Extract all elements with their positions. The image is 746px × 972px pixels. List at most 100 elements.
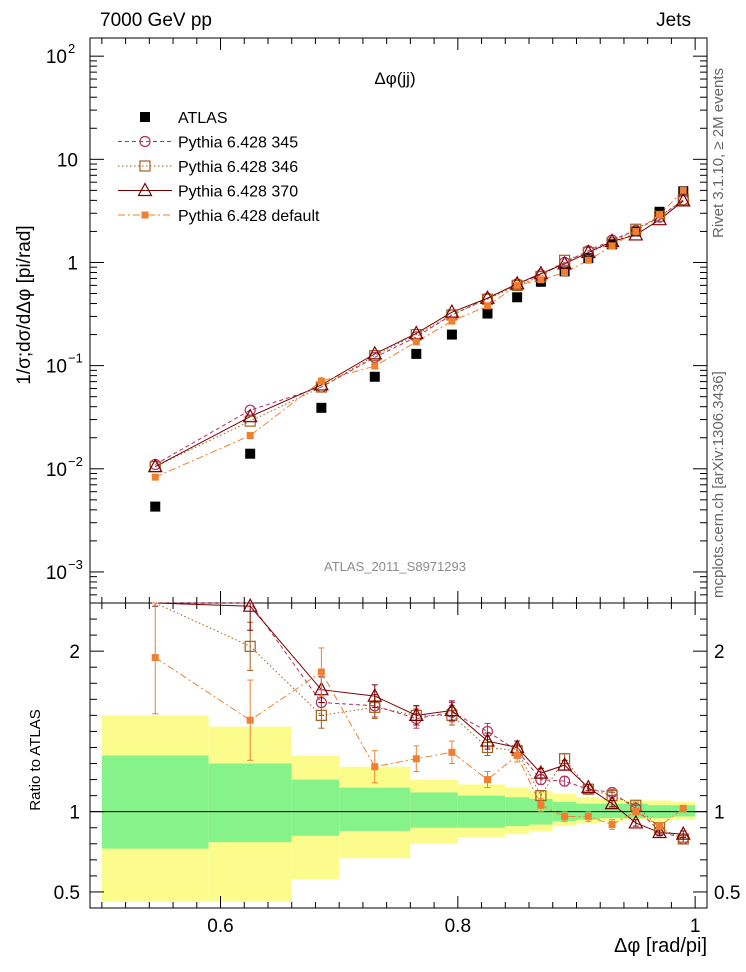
legend-marker-p370	[137, 182, 153, 197]
x-axis-label: Δφ [rad/pi]	[614, 935, 707, 957]
main-point-pdefault	[608, 242, 616, 250]
y-tick-label: 10	[57, 150, 78, 171]
main-point-p345	[244, 404, 256, 416]
ratio-y-tick-label-right: 0.5	[714, 883, 740, 904]
ratio-point-pdefault	[317, 668, 325, 676]
main-point-atlas	[512, 292, 523, 303]
main-point-p370	[652, 211, 668, 226]
main-series-lines	[155, 190, 684, 478]
ratio-point-p370	[444, 702, 460, 717]
ratio-point-p346	[244, 640, 256, 652]
ratio-point-p370	[675, 825, 691, 840]
main-point-atlas	[369, 371, 380, 382]
ratio-point-pdefault	[632, 808, 640, 816]
main-point-atlas	[245, 448, 256, 459]
ratio-point-pdefault	[412, 755, 420, 763]
main-point-pdefault	[561, 268, 569, 276]
ratio-point-p370	[367, 687, 383, 702]
ratio-point-p370	[580, 779, 596, 794]
ratio-y-tick-label-right: 2	[714, 642, 725, 663]
y-tick-exponent: 2	[68, 41, 75, 56]
ratio-point-p370	[628, 814, 644, 829]
y-tick-exponent: −3	[68, 557, 83, 572]
main-point-pdefault	[371, 362, 379, 370]
ratio-y-tick-label: 0.5	[54, 883, 80, 904]
main-point-p370	[367, 345, 383, 360]
main-point-pdefault	[656, 211, 664, 219]
ratio-point-p370	[479, 732, 495, 747]
green-band-bin	[208, 763, 292, 843]
green-band-bin	[410, 792, 458, 828]
ratio-point-pdefault	[151, 654, 159, 662]
ratio-point-p370	[408, 707, 424, 721]
ratio-point-p346	[315, 709, 327, 721]
mcplots-label: mcplots.cern.ch [arXiv:1306.3436]	[710, 371, 727, 598]
ratio-point-pdefault	[561, 813, 569, 820]
main-point-p370	[557, 255, 573, 270]
main-point-atlas	[446, 329, 457, 340]
main-point-pdefault	[412, 338, 420, 346]
main-line-pdefault	[155, 190, 684, 478]
x-tick-label: 0.8	[445, 916, 471, 937]
main-point-pdefault	[448, 317, 456, 325]
ratio-plot-frame	[89, 602, 708, 909]
y-tick-label: 10	[46, 460, 67, 481]
legend: ATLAS Pythia 6.428 345 Pythia 6.428 346 Pyt…	[118, 110, 320, 225]
main-point-atlas	[482, 308, 493, 319]
ratio-ylabel: Ratio to ATLAS	[27, 709, 44, 810]
main-point-pdefault	[483, 302, 491, 310]
main-point-pdefault	[317, 377, 325, 385]
legend-label-p370: Pythia 6.428 370	[178, 184, 298, 201]
ratio-y-tick-label: 1	[69, 803, 80, 824]
ratio-point-pdefault	[608, 821, 616, 829]
y-tick-label: 10	[46, 357, 67, 378]
legend-marker-pdefault	[141, 211, 149, 219]
y-tick-label: 1	[67, 253, 78, 274]
ratio-y-tick-label: 2	[69, 642, 80, 663]
x-tick-label: 1	[690, 916, 701, 937]
green-band-bin	[291, 779, 340, 836]
main-point-pdefault	[537, 276, 545, 284]
main-point-pdefault	[679, 186, 687, 194]
main-point-pdefault	[246, 432, 254, 440]
ratio-point-pdefault	[371, 763, 379, 771]
main-ylabel: 1/σ;dσ/dΔφ [pi/rad]	[14, 225, 35, 384]
main-point-p370	[675, 192, 691, 207]
x-tick-label: 0.6	[207, 916, 233, 937]
legend-label-p345: Pythia 6.428 345	[178, 135, 298, 152]
ratio-series-markers	[151, 597, 691, 845]
plot-frames	[89, 37, 708, 909]
ratio-point-p345	[559, 775, 571, 787]
main-point-p370	[444, 303, 460, 318]
header-right: Jets	[656, 10, 691, 31]
legend-label-pdefault: Pythia 6.428 default	[178, 208, 320, 225]
ratio-point-p370	[533, 764, 549, 779]
main-series-markers	[147, 186, 691, 512]
y-tick-label: 10	[46, 47, 67, 68]
ratio-point-pdefault	[656, 822, 664, 830]
main-line-p370	[155, 200, 684, 468]
main-point-pdefault	[584, 256, 592, 264]
header-left: 7000 GeV pp	[100, 10, 212, 31]
y-tick-exponent: −2	[68, 454, 83, 469]
main-point-p370	[147, 458, 163, 473]
y-tick-exponent: −1	[68, 351, 83, 366]
legend-label-atlas: ATLAS	[178, 110, 228, 127]
ratio-point-p370	[604, 795, 620, 810]
ratio-point-pdefault	[513, 752, 521, 759]
ratio-point-pdefault	[537, 801, 545, 809]
y-tick-label: 10	[46, 563, 67, 584]
ratio-point-p370	[242, 597, 258, 612]
main-point-atlas	[150, 501, 161, 512]
plot-title: Δφ(jj)	[374, 69, 415, 88]
main-point-p346	[559, 254, 571, 266]
main-point-p370	[242, 408, 258, 423]
main-point-atlas	[411, 348, 422, 359]
main-point-atlas	[316, 402, 327, 413]
legend-marker-p346	[139, 160, 151, 172]
green-band-bin	[101, 755, 209, 849]
rivet-label: Rivet 3.1.10, ≥ 2M events	[710, 68, 727, 238]
ratio-point-p370	[557, 756, 573, 771]
main-point-pdefault	[632, 227, 640, 235]
